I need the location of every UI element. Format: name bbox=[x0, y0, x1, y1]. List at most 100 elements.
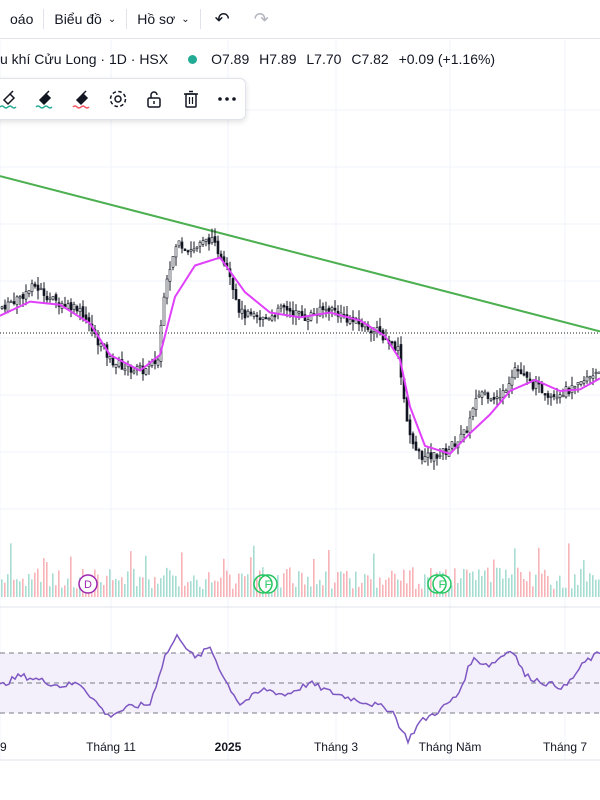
volume-bar bbox=[322, 585, 324, 597]
event-marker-f[interactable]: F bbox=[253, 574, 278, 594]
chevron-down-icon: ⌄ bbox=[107, 13, 117, 25]
candle-body bbox=[3, 304, 7, 310]
volume-bar bbox=[583, 559, 585, 597]
volume-bar bbox=[589, 573, 591, 597]
volume-bar bbox=[532, 586, 534, 597]
candle-body bbox=[30, 283, 34, 292]
chart-menu-button[interactable]: Biểu đồ ⌄ bbox=[44, 0, 126, 38]
candle-body bbox=[108, 356, 112, 360]
trash-icon[interactable] bbox=[172, 79, 208, 119]
volume-bar bbox=[520, 572, 522, 597]
volume-bar bbox=[157, 583, 159, 597]
candle-body bbox=[33, 283, 37, 287]
candle-body bbox=[288, 308, 292, 312]
gear-icon[interactable] bbox=[100, 79, 136, 119]
moving-average-line bbox=[0, 256, 600, 455]
volume-bar bbox=[118, 580, 120, 597]
candle-body bbox=[51, 295, 55, 300]
volume-bar bbox=[553, 588, 555, 597]
candle-body bbox=[39, 287, 43, 291]
candle-body bbox=[63, 304, 67, 307]
candle-body bbox=[294, 310, 298, 317]
volume-bar bbox=[421, 588, 423, 597]
candle-body bbox=[255, 314, 259, 318]
volume-bar bbox=[19, 581, 21, 597]
event-marker-d[interactable]: D bbox=[78, 574, 98, 594]
volume-bar bbox=[460, 578, 462, 597]
symbol-title[interactable]: u khí Cửu Long · 1D · HSX bbox=[0, 51, 169, 67]
volume-bar bbox=[394, 573, 396, 597]
volume-bar bbox=[178, 586, 180, 597]
volume-bar bbox=[505, 569, 507, 597]
volume-bar bbox=[61, 587, 63, 597]
candle-body bbox=[429, 452, 433, 460]
candle-body bbox=[243, 309, 247, 319]
volume-bar bbox=[343, 573, 345, 597]
volume-bar bbox=[577, 585, 579, 597]
candle-body bbox=[264, 317, 268, 320]
brush-red-icon[interactable] bbox=[64, 79, 100, 119]
volume-bar bbox=[106, 575, 108, 597]
candle-body bbox=[234, 289, 238, 300]
candle-body bbox=[465, 430, 469, 433]
candle-body bbox=[252, 313, 256, 317]
candle-body bbox=[369, 330, 373, 334]
volume-bar bbox=[508, 578, 510, 597]
candle-body bbox=[327, 307, 331, 313]
candle-body bbox=[183, 248, 187, 251]
candle-body bbox=[297, 311, 301, 314]
volume-bar bbox=[325, 571, 327, 597]
candles bbox=[0, 228, 600, 470]
candle-body bbox=[186, 250, 190, 253]
toolbar-item-partial[interactable]: oáo bbox=[10, 11, 34, 27]
volume-bar bbox=[586, 581, 588, 597]
volume-bar bbox=[523, 578, 525, 597]
market-status-dot bbox=[188, 54, 198, 64]
volume-bar bbox=[433, 583, 435, 597]
candle-body bbox=[147, 364, 151, 368]
low-value: L7.70 bbox=[306, 51, 342, 67]
volume-bar bbox=[70, 556, 72, 597]
candle-body bbox=[270, 315, 274, 321]
candle-body bbox=[180, 241, 184, 249]
volume-bar bbox=[163, 575, 165, 597]
candle-body bbox=[27, 290, 31, 294]
volume-bar bbox=[502, 578, 504, 597]
volume-bar bbox=[367, 575, 369, 597]
volume-bar bbox=[217, 581, 219, 597]
volume-bar bbox=[493, 559, 495, 597]
more-icon[interactable] bbox=[209, 79, 245, 119]
volume-bar bbox=[490, 582, 492, 597]
volume-bar bbox=[154, 577, 156, 597]
candle-body bbox=[474, 398, 478, 410]
rsi-line bbox=[0, 633, 600, 746]
candle-body bbox=[21, 294, 25, 299]
candle-body bbox=[408, 419, 412, 436]
candle-body bbox=[477, 394, 481, 398]
volume-bar bbox=[316, 584, 318, 597]
toolbar-separator bbox=[126, 9, 128, 29]
candle-body bbox=[471, 407, 475, 417]
volume-bar bbox=[13, 579, 15, 597]
volume-bar bbox=[205, 579, 207, 597]
candle-body bbox=[165, 278, 169, 299]
volume-bar bbox=[430, 568, 432, 597]
candle-body bbox=[138, 365, 142, 368]
brush-alt-icon[interactable] bbox=[27, 79, 63, 119]
redo-icon[interactable]: ↷ bbox=[253, 8, 269, 29]
unlock-icon[interactable] bbox=[136, 79, 172, 119]
candle-body bbox=[423, 456, 427, 463]
volume-bar bbox=[187, 582, 189, 597]
candle-body bbox=[117, 360, 121, 367]
volume-bar bbox=[412, 567, 414, 597]
volume-bar bbox=[151, 587, 153, 597]
profile-menu-button[interactable]: Hồ sơ ⌄ bbox=[127, 0, 199, 38]
candle-body bbox=[24, 291, 28, 300]
brush-icon[interactable] bbox=[0, 79, 27, 119]
event-marker-f[interactable]: F bbox=[427, 574, 452, 594]
undo-icon[interactable]: ↶ bbox=[214, 8, 230, 29]
volume-bar bbox=[115, 578, 117, 597]
candle-body bbox=[432, 452, 436, 462]
trendline[interactable] bbox=[0, 175, 600, 333]
